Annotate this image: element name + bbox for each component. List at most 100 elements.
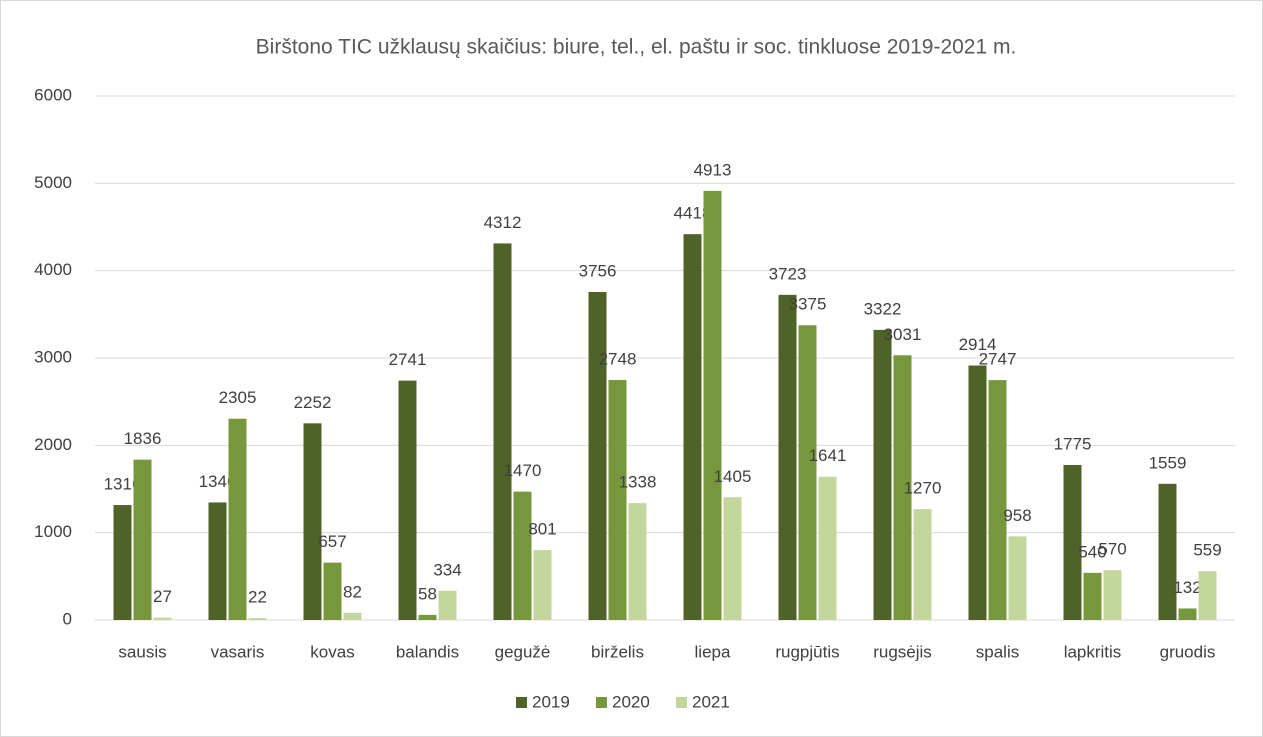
data-label: 3031 <box>884 325 922 344</box>
y-tick-label: 5000 <box>34 173 72 192</box>
data-label: 2252 <box>294 393 332 412</box>
bar <box>818 476 837 620</box>
bar <box>798 325 817 620</box>
bar <box>153 617 172 620</box>
bar <box>438 590 457 620</box>
bar <box>113 505 132 620</box>
x-tick-label: sausis <box>118 642 166 661</box>
data-label: 570 <box>1098 540 1126 559</box>
bar <box>133 459 152 620</box>
bar <box>398 380 417 620</box>
data-label: 1470 <box>504 461 542 480</box>
y-tick-label: 1000 <box>34 522 72 541</box>
bar <box>303 423 322 620</box>
data-label: 27 <box>153 587 172 606</box>
bar <box>343 612 362 620</box>
data-label: 3375 <box>789 295 827 314</box>
data-label: 2914 <box>959 335 997 354</box>
bar <box>628 503 647 620</box>
data-label: 3322 <box>864 299 902 318</box>
data-label: 958 <box>1003 506 1031 525</box>
bar <box>988 380 1007 620</box>
bar <box>778 294 797 620</box>
data-label: 2748 <box>599 349 637 368</box>
data-label: 657 <box>318 532 346 551</box>
bar <box>533 550 552 620</box>
data-label: 1559 <box>1149 453 1187 472</box>
x-tick-label: birželis <box>591 642 644 661</box>
data-label: 1316 <box>104 475 142 494</box>
bar <box>683 234 702 621</box>
bar <box>228 418 247 620</box>
bar <box>608 380 627 620</box>
x-tick-label: vasaris <box>211 642 265 661</box>
bar <box>323 562 342 620</box>
data-label: 22 <box>248 588 267 607</box>
data-label: 1270 <box>904 479 942 498</box>
bar <box>723 497 742 620</box>
data-label: 2741 <box>389 350 427 369</box>
bar <box>703 190 722 620</box>
legend-swatch <box>596 697 607 708</box>
legend-label: 2020 <box>612 692 650 711</box>
data-label: 1405 <box>714 467 752 486</box>
data-label: 4418 <box>674 204 712 223</box>
data-label: 1346 <box>199 472 237 491</box>
legend-label: 2019 <box>532 692 570 711</box>
data-label: 4913 <box>694 160 732 179</box>
bar <box>893 355 912 620</box>
y-tick-label: 3000 <box>34 347 72 366</box>
x-tick-label: rugpjūtis <box>775 642 839 661</box>
bar <box>1008 536 1027 620</box>
bar <box>968 365 987 620</box>
bar <box>1063 464 1082 620</box>
bar <box>1158 483 1177 620</box>
chart-title: Birštono TIC užklausų skaičius: biure, t… <box>256 36 1017 59</box>
bar <box>208 502 227 620</box>
data-label: 58 <box>418 584 437 603</box>
bar <box>248 618 267 620</box>
x-tick-label: liepa <box>695 642 731 661</box>
legend-swatch <box>676 697 687 708</box>
data-label: 559 <box>1193 541 1221 560</box>
data-label: 334 <box>433 560 461 579</box>
y-tick-label: 4000 <box>34 260 72 279</box>
data-label: 132 <box>1173 578 1201 597</box>
legend-swatch <box>516 697 527 708</box>
x-tick-label: kovas <box>310 642 354 661</box>
x-tick-label: spalis <box>976 642 1019 661</box>
bar <box>588 291 607 620</box>
data-label: 2747 <box>979 350 1017 369</box>
data-label: 1338 <box>619 473 657 492</box>
x-tick-label: gruodis <box>1160 642 1216 661</box>
y-tick-label: 0 <box>63 609 72 628</box>
data-label: 3723 <box>769 264 807 283</box>
data-label: 2305 <box>219 388 257 407</box>
data-label: 540 <box>1078 542 1106 561</box>
bar <box>1178 608 1197 620</box>
data-label: 82 <box>343 582 362 601</box>
data-label: 1836 <box>124 429 162 448</box>
bar <box>1083 572 1102 620</box>
legend-label: 2021 <box>692 692 730 711</box>
data-label: 801 <box>528 520 556 539</box>
data-label: 1641 <box>809 446 847 465</box>
data-label: 3756 <box>579 261 617 280</box>
bar <box>418 614 437 620</box>
x-tick-label: balandis <box>396 642 459 661</box>
bar <box>873 329 892 620</box>
y-tick-label: 6000 <box>34 85 72 104</box>
x-tick-label: lapkritis <box>1064 642 1122 661</box>
bar <box>493 243 512 620</box>
bar <box>913 509 932 620</box>
bar <box>1198 571 1217 620</box>
bar <box>513 491 532 620</box>
data-label: 4312 <box>484 213 522 232</box>
data-label: 1775 <box>1054 434 1092 453</box>
x-tick-label: rugsėjis <box>873 642 932 661</box>
y-tick-label: 2000 <box>34 435 72 454</box>
x-tick-label: gegužė <box>495 642 551 661</box>
bar <box>1103 570 1122 620</box>
